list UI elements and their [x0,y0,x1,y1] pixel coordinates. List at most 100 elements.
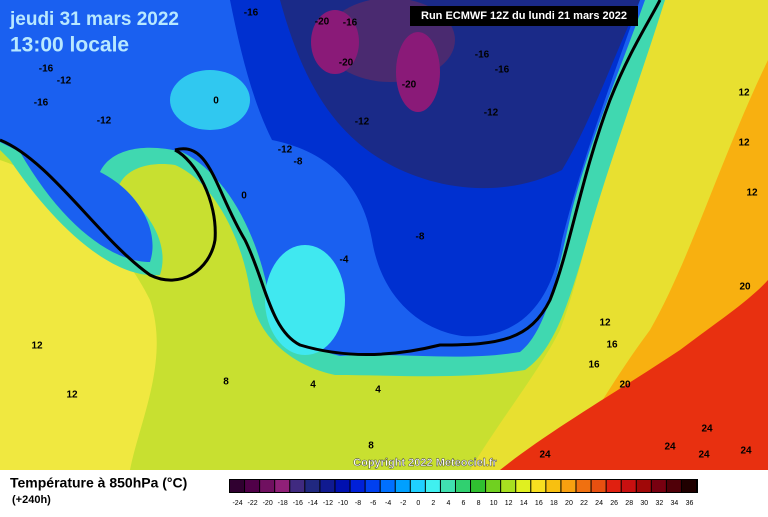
contour-label: -12 [57,76,72,87]
map-region [311,10,359,74]
scale-label: -8 [355,500,361,507]
scale-label: 0 [416,500,420,507]
scale-label: -12 [323,500,333,507]
contour-label: -8 [416,232,425,243]
scale-label: 28 [625,500,633,507]
scale-swatch [350,480,365,492]
contour-label: -16 [475,50,490,61]
scale-label: -4 [385,500,391,507]
scale-label: 8 [477,500,481,507]
map-region [500,280,768,470]
map-region [396,32,440,112]
scale-swatch [621,480,636,492]
contour-label: 24 [664,442,676,453]
scale-swatch [425,480,440,492]
scale-label: -24 [232,500,242,507]
scale-swatch [516,480,531,492]
scale-swatch [606,480,621,492]
contour-label: 12 [738,138,750,149]
scale-label: 16 [535,500,543,507]
contour-label: 16 [588,360,600,371]
contour-label: -12 [97,116,112,127]
contour-label: 4 [375,385,381,396]
contour-label: 4 [310,380,316,391]
scale-swatch [260,480,275,492]
contour-label: -16 [343,18,358,29]
contour-label: -16 [244,8,259,19]
contour-label: 8 [368,441,374,452]
scale-swatch [440,480,455,492]
scale-swatch [335,480,350,492]
contour-label: -4 [340,255,349,266]
scale-label: 26 [610,500,618,507]
zero-isotherm [0,138,217,282]
contour-label: 12 [599,318,611,329]
copyright: Copyright 2022 Meteociel.fr [353,457,497,469]
color-scale: -24 -22 -20 -18 -16 -14 -12 -10 -8 -6 -4 -2 0 2 4 6 8 10 1… [229,479,698,507]
map-background [0,0,768,470]
scale-swatch [681,480,696,492]
contour-label: 12 [746,188,758,199]
scale-swatch [395,480,410,492]
scale-label: 24 [595,500,603,507]
contour-label: -12 [484,108,499,119]
contour-label: -16 [39,64,54,75]
contour-labels: -16-20 -16-20-16-16-20-12-16-12-16-12 -12-… [31,8,758,461]
contour-label: 12 [31,341,43,352]
scale-label: -22 [248,500,258,507]
scale-swatch [531,480,546,492]
contour-label: -12 [355,117,370,128]
scale-swatch [561,480,576,492]
contour-label: 24 [701,424,713,435]
scale-swatch [636,480,651,492]
scale-label: -18 [278,500,288,507]
scale-swatch [290,480,305,492]
contour-label: 20 [619,380,631,391]
scale-label: 32 [655,500,663,507]
zero-isotherm [174,0,662,356]
contour-label: 24 [698,450,710,461]
contour-label: 12 [66,390,78,401]
scale-label: 2 [431,500,435,507]
legend-subtitle: (+240h) [12,494,51,506]
scale-swatch [305,480,320,492]
scale-swatch [591,480,606,492]
scale-label: 10 [490,500,498,507]
legend-title: Température à 850hPa (°C) [10,475,187,491]
map-region [265,245,345,355]
time-title: 13:00 locale [10,34,129,57]
scale-label: -16 [293,500,303,507]
contour-label: 8 [223,377,229,388]
contour-label: 16 [606,340,618,351]
scale-label: 12 [505,500,513,507]
contour-label: 0 [241,191,247,202]
scale-label: 20 [565,500,573,507]
scale-label: 30 [640,500,648,507]
date-title: jeudi 31 mars 2022 [9,9,179,30]
map-region [170,70,250,130]
scale-swatch [471,480,486,492]
scale-label: -10 [338,500,348,507]
scale-swatch [651,480,666,492]
scale-label: 4 [446,500,450,507]
scale-label: 6 [462,500,466,507]
scale-label: 14 [520,500,528,507]
scale-label: 34 [671,500,679,507]
scale-swatch [380,480,395,492]
scale-swatch [486,480,501,492]
scale-label: -6 [370,500,376,507]
scale-swatch [230,480,245,492]
contour-label: -16 [495,65,510,76]
scale-swatch [410,480,425,492]
scale-swatch [320,480,335,492]
scale-swatch [245,480,260,492]
scale-swatch [501,480,516,492]
run-info: Run ECMWF 12Z du lundi 21 mars 2022 [421,10,627,22]
contour-label: -20 [402,80,417,91]
scale-swatch [365,480,380,492]
scale-label: 36 [686,500,694,507]
scale-label: 18 [550,500,558,507]
scale-swatch [455,480,471,492]
scale-swatch [275,480,290,492]
